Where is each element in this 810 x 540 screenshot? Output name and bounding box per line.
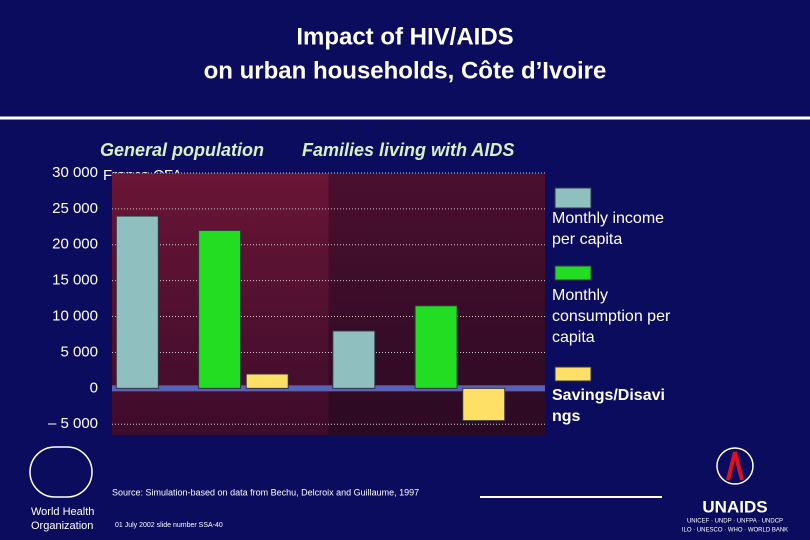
who-text: Organization <box>31 520 93 532</box>
source: Source: Simulation-based on data from Be… <box>112 487 419 497</box>
bar <box>462 387 506 422</box>
footnote: 01 July 2002 slide number SSA-40 <box>115 522 223 529</box>
y-tick-label: 30 000 <box>52 164 98 181</box>
bar <box>115 215 159 389</box>
y-tick-label: 25 000 <box>52 200 98 217</box>
unaids-emblem <box>716 447 754 485</box>
bar <box>245 373 289 389</box>
category-label: Families living with AIDS <box>302 140 514 160</box>
y-tick-label: 15 000 <box>52 272 98 289</box>
who-text: World Health <box>31 506 94 518</box>
ribbon <box>726 451 744 481</box>
legend-label: Monthly consumption per capita <box>552 287 671 346</box>
y-tick-label: 0 <box>90 379 98 396</box>
legend-label: Savings/Disavings <box>552 387 665 425</box>
legend-swatch <box>554 265 592 281</box>
legend-swatch <box>554 187 592 209</box>
unaids-line: UNICEF · UNDP · UNFPA · UNDCP <box>687 519 783 525</box>
who-emblem <box>29 446 93 498</box>
subtitle: on urban households, Côte d’Ivoire <box>204 57 607 84</box>
y-tick-label: 5 000 <box>60 343 98 360</box>
plot-area <box>328 173 545 435</box>
bar <box>198 229 242 389</box>
unaids-name: UNAIDS <box>702 497 767 516</box>
y-tick-label: – 5 000 <box>48 415 98 432</box>
zero-band <box>112 385 545 392</box>
bar <box>414 305 458 389</box>
legend-swatch <box>554 366 592 382</box>
y-tick-label: 20 000 <box>52 236 98 253</box>
y-tick-label: 10 000 <box>52 308 98 325</box>
category-label: General population <box>100 140 264 160</box>
legend-label: Monthly income per capita <box>552 210 665 248</box>
title: Impact of HIV/AIDS <box>296 23 513 50</box>
unaids-line: ILO · UNESCO · WHO · WORLD BANK <box>682 528 788 534</box>
bar <box>332 330 376 389</box>
